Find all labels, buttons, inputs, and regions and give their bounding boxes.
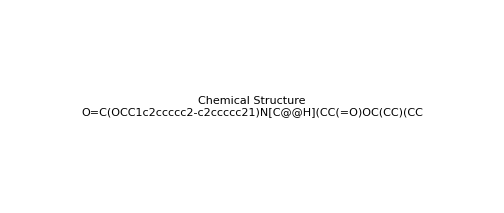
Text: Chemical Structure
O=C(OCC1c2ccccc2-c2ccccc21)N[C@@H](CC(=O)OC(CC)(CC: Chemical Structure O=C(OCC1c2ccccc2-c2cc…	[81, 96, 423, 117]
